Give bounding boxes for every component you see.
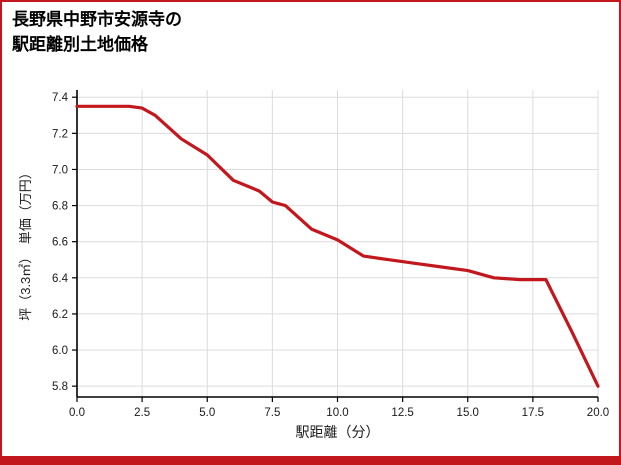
y-tick-label: 6.2 xyxy=(52,309,68,321)
x-tick-label: 12.5 xyxy=(391,407,413,419)
x-axis-label: 駅距離（分） xyxy=(295,424,380,440)
bottom-accent-bar xyxy=(2,456,619,463)
chart-title: 長野県中野市安源寺の 駅距離別土地価格 xyxy=(12,8,182,57)
y-tick-label: 6.6 xyxy=(52,237,68,249)
x-tick-label: 17.5 xyxy=(522,407,544,419)
x-tick-label: 20.0 xyxy=(587,407,609,419)
y-tick-label: 6.0 xyxy=(52,345,68,357)
y-tick-label: 7.2 xyxy=(52,128,68,140)
price-line xyxy=(75,104,600,388)
y-tick-label: 6.4 xyxy=(52,273,69,285)
y-tick-label: 7.0 xyxy=(52,164,68,176)
y-tick-label: 6.8 xyxy=(52,201,68,213)
x-tick-label: 10.0 xyxy=(326,407,348,419)
x-tick-label: 2.5 xyxy=(134,407,150,419)
x-tick-label: 7.5 xyxy=(264,407,280,419)
x-tick-label: 0.0 xyxy=(69,407,85,419)
y-tick-label: 7.4 xyxy=(52,92,69,104)
chart-title-line1: 長野県中野市安源寺の xyxy=(12,10,182,29)
chart-title-line2: 駅距離別土地価格 xyxy=(12,34,148,54)
x-tick-label: 15.0 xyxy=(457,407,479,419)
y-tick-label: 5.8 xyxy=(52,381,68,393)
x-tick-label: 5.0 xyxy=(199,407,215,419)
